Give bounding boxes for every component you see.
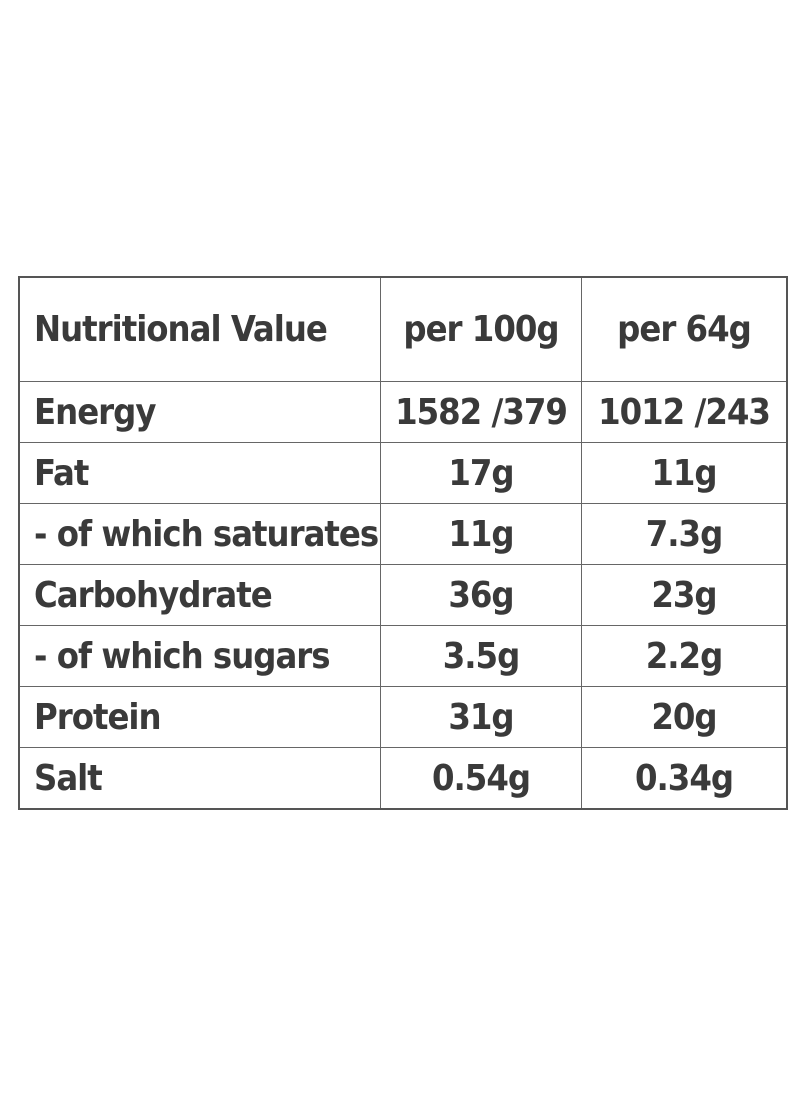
value-cell: 36g [380,564,582,626]
nutrient-cell: - of which saturates [18,503,381,565]
value-cell: 0.34g [581,747,788,810]
header-cell: Nutritional Value [18,276,381,382]
table-row: Salt 0.54g 0.34g [18,747,788,810]
header-row: Nutritional Value per 100g per 64g [18,276,788,382]
value-cell: 0.54g [380,747,582,810]
value-cell: 1012 /243 [581,381,788,443]
nutrient-cell: Carbohydrate [18,564,381,626]
nutrient-cell: Protein [18,686,381,748]
nutrient-cell: - of which sugars [18,625,381,687]
value-cell: 3.5g [380,625,582,687]
table-row: Carbohydrate 36g 23g [18,564,788,626]
nutrition-table: Nutritional Value per 100g per 64g Energy 15… [18,276,788,810]
nutrient-cell: Fat [18,442,381,504]
value-cell: 11g [380,503,582,565]
table-body: Nutritional Value per 100g per 64g Energy 15… [18,276,788,810]
table-row: Fat 17g 11g [18,442,788,504]
value-cell: 7.3g [581,503,788,565]
value-cell: 1582 /379 [380,381,582,443]
nutrient-cell: Salt [18,747,381,810]
value-cell: 11g [581,442,788,504]
table-row: Energy 1582 /379 1012 /243 [18,381,788,443]
value-cell: 2.2g [581,625,788,687]
value-cell: 23g [581,564,788,626]
header-cell: per 100g [380,276,582,382]
table-row: Protein 31g 20g [18,686,788,748]
table-row: - of which saturates 11g 7.3g [18,503,788,565]
value-cell: 31g [380,686,582,748]
value-cell: 17g [380,442,582,504]
nutrient-cell: Energy [18,381,381,443]
header-cell: per 64g [581,276,788,382]
table-row: - of which sugars 3.5g 2.2g [18,625,788,687]
value-cell: 20g [581,686,788,748]
